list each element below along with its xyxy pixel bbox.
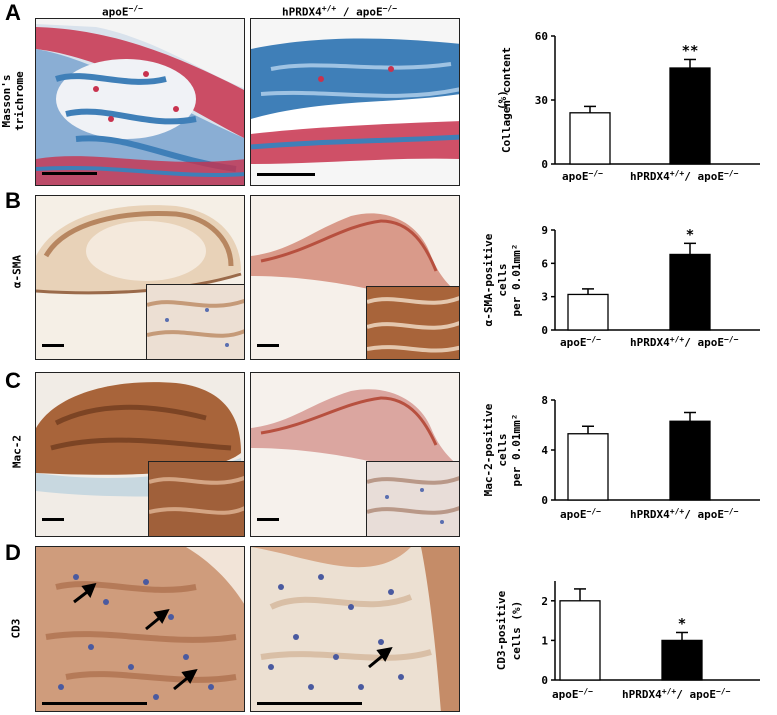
y-tick-label: 0 — [541, 674, 548, 687]
scale-bar — [42, 518, 64, 521]
micrograph-masson-control — [35, 18, 245, 186]
axis-label-y: per 0.01mm² — [510, 414, 523, 487]
scale-bar — [42, 344, 64, 347]
x-tick-label: hPRDX4+/+/ apoE−/− — [630, 169, 739, 184]
significance-marker: ** — [682, 43, 699, 59]
bar — [669, 420, 711, 501]
y-tick-label: 2 — [541, 595, 548, 608]
x-tick-label: apoE−/− — [560, 507, 601, 522]
bar — [661, 639, 703, 681]
row-label-asma: α-SMA — [10, 254, 24, 289]
y-tick-label: 9 — [541, 224, 548, 237]
scale-bar — [42, 172, 97, 175]
scale-bar — [257, 173, 315, 176]
y-tick-label: 0 — [541, 158, 548, 171]
row-label-cd3: CD3 — [9, 618, 23, 639]
scale-bar — [257, 518, 279, 521]
row-label-masson: Masson's trichrome — [0, 71, 26, 131]
x-tick-label: apoE−/− — [560, 335, 601, 350]
inset-magnified — [148, 461, 244, 536]
axis-label-y: Collagen content — [500, 47, 513, 153]
bar — [567, 293, 609, 331]
x-tick-label: hPRDX4+/+/ apoE−/− — [622, 687, 731, 702]
column-heading-control: apoE−/− — [102, 4, 143, 19]
micrograph-asma-hprdx4 — [250, 195, 460, 360]
bar-chart-collagen: Collagen content(%) 0 30 60 ** apoE−/− hPRDX4+… — [496, 30, 760, 184]
micrograph-mac2-control — [35, 372, 245, 537]
micrograph-cd3-hprdx4 — [250, 546, 460, 712]
bar — [669, 253, 711, 331]
axis-label-y: cells — [496, 263, 509, 296]
x-tick-label: apoE−/− — [552, 687, 593, 702]
micrograph-mac2-hprdx4 — [250, 372, 460, 537]
inset-magnified — [146, 284, 244, 359]
axis-label-y: α-SMA-positive — [482, 233, 495, 326]
scale-bar — [257, 344, 279, 347]
axis-label-y: per 0.01mm² — [510, 244, 523, 317]
inset-magnified — [366, 461, 459, 536]
x-tick-label: hPRDX4+/+/ apoE−/− — [630, 335, 739, 350]
y-tick-label: 8 — [541, 394, 548, 407]
panel-letter-a: A — [5, 0, 21, 25]
significance-marker: * — [678, 616, 686, 632]
scale-bar — [257, 702, 362, 705]
micrograph-asma-control — [35, 195, 245, 360]
bar-chart-mac2: Mac-2-positive cells per 0.01mm² 0 4 8 apoE−/−… — [482, 394, 760, 522]
bar — [669, 67, 711, 165]
y-tick-label: 0 — [541, 324, 548, 337]
scale-bar — [42, 702, 147, 705]
y-tick-label: 6 — [541, 257, 548, 270]
row-label-mac2: Mac-2 — [10, 434, 24, 469]
bar-chart-cd3: CD3-positive cells (%) 0 1 2 * apoE−/− hPRDX4+/… — [495, 581, 760, 702]
axis-label-y: (%) — [496, 90, 509, 110]
micrograph-cd3-control — [35, 546, 245, 712]
y-tick-label: 3 — [541, 291, 548, 304]
axis-label-y: Mac-2-positive — [482, 403, 495, 496]
y-tick-label: 30 — [535, 94, 548, 107]
bar — [569, 112, 611, 165]
axis-label-y: cells (%) — [510, 601, 523, 661]
x-tick-label: apoE−/− — [562, 169, 603, 184]
panel-letter-b: B — [5, 188, 21, 213]
bar — [559, 600, 601, 681]
panel-letter-c: C — [5, 368, 21, 393]
inset-magnified — [366, 286, 459, 359]
y-tick-label: 0 — [541, 494, 548, 507]
micrograph-masson-hprdx4 — [250, 18, 460, 186]
axis-label-y: CD3-positive — [495, 590, 508, 670]
y-tick-label: 1 — [541, 634, 548, 647]
y-tick-label: 4 — [541, 444, 548, 457]
x-tick-label: hPRDX4+/+/ apoE−/− — [630, 507, 739, 522]
axis-label-y: cells — [496, 433, 509, 466]
column-heading-hprdx4: hPRDX4+/+ / apoE−/− — [282, 4, 398, 19]
panel-letter-d: D — [5, 540, 21, 565]
bar — [567, 433, 609, 501]
bar-chart-asma: α-SMA-positive cells per 0.01mm² 0 3 6 9 * apoE−… — [482, 224, 760, 350]
y-tick-label: 60 — [535, 30, 548, 43]
significance-marker: * — [686, 227, 694, 243]
